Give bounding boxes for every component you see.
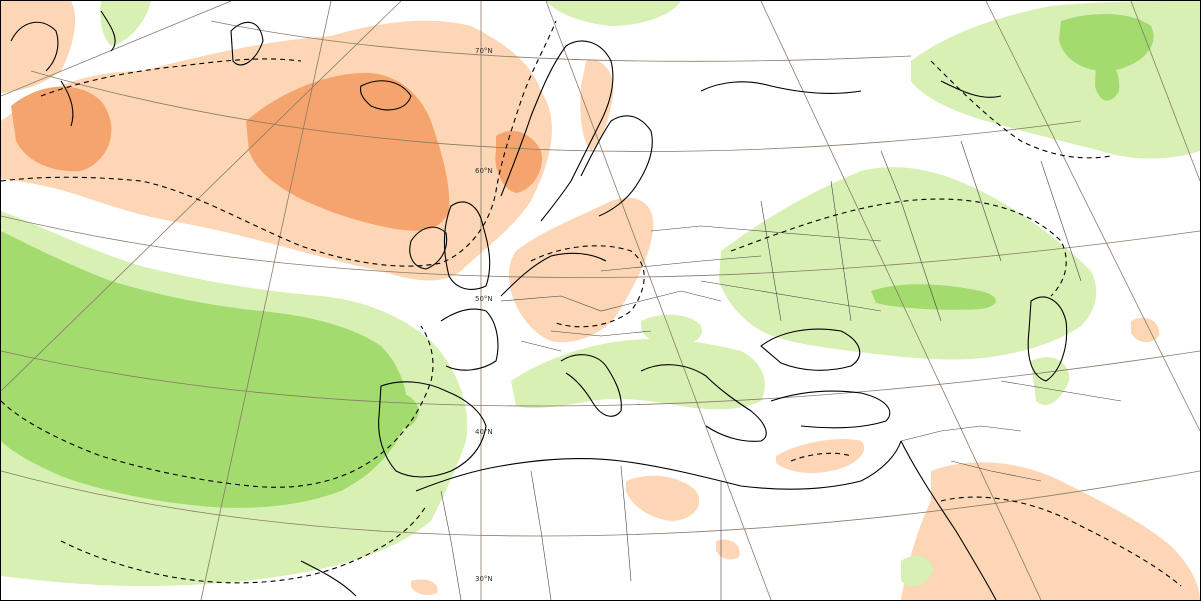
lat-label-70: 70°N	[475, 47, 493, 55]
border-middle-east	[900, 380, 1122, 482]
wet-area-alps	[641, 314, 702, 346]
contour-europe-wet	[730, 198, 1067, 297]
warm-core-west	[11, 86, 112, 172]
border-europe-east	[650, 180, 882, 322]
border-north-africa	[440, 465, 722, 600]
longitude-line-5	[545, 1, 772, 600]
latitude-line-60	[30, 70, 1082, 152]
contour-atlantic-wet	[1, 325, 434, 488]
coast-iceland	[359, 80, 412, 111]
latitude-line-30	[1, 470, 1200, 537]
warm-anomaly-strong	[11, 72, 542, 231]
warm-area-central-europe	[508, 197, 654, 343]
latitude-line-40	[1, 350, 1200, 407]
coast-italy	[560, 354, 622, 417]
border-europe-west	[500, 255, 762, 352]
longitude-line-2	[1, 1, 402, 392]
country-borders	[440, 140, 1122, 600]
warm-area-north-africa	[626, 475, 700, 521]
contour-north-atlantic	[1, 20, 557, 267]
lat-label-40: 40°N	[475, 428, 493, 436]
coast-greenland	[10, 10, 116, 127]
wet-core-russia	[1059, 14, 1154, 72]
coast-west-africa	[300, 560, 357, 597]
latitude-labels: 70°N 60°N 50°N 40°N 30°N	[475, 47, 493, 583]
coast-continental-west	[440, 252, 607, 371]
wet-area-caspian	[1031, 357, 1070, 405]
wet-area-russia-north	[911, 1, 1200, 159]
lat-label-30: 30°N	[475, 575, 493, 583]
wet-area-mediterranean	[511, 339, 765, 410]
latitude-line-70	[210, 20, 912, 62]
warm-area-south	[411, 579, 438, 596]
coast-north-africa	[415, 440, 902, 492]
contour-arabia	[940, 496, 1182, 587]
wet-anomaly-strong	[1, 14, 1154, 508]
contour-central-europe	[530, 245, 645, 328]
wet-area-greenland	[100, 1, 151, 46]
coast-britain	[443, 201, 491, 290]
coast-norway	[500, 40, 614, 222]
contour-russia	[930, 60, 1112, 159]
coast-iberia	[378, 381, 487, 478]
contour-egypt	[790, 452, 852, 462]
longitude-line-6	[760, 1, 1042, 600]
longitude-line-3	[200, 1, 332, 600]
coast-red-sea	[900, 440, 997, 600]
anomaly-contours	[1, 20, 1182, 587]
warm-area-iran	[1131, 317, 1160, 343]
warm-area-africa-small	[716, 539, 740, 560]
warm-area-scandinavia	[580, 60, 614, 151]
coast-black-sea	[760, 328, 861, 371]
longitude-line-7	[985, 1, 1200, 432]
warm-area-greenland-west	[1, 1, 76, 93]
contour-greenland-sea	[40, 58, 302, 97]
wet-core-atlantic	[1, 231, 408, 508]
coast-ireland	[409, 226, 448, 270]
wet-area-scandinavia-north	[546, 1, 681, 26]
coast-caspian	[1027, 296, 1068, 382]
lat-label-50: 50°N	[475, 295, 493, 303]
contour-atlantic-south	[60, 505, 427, 584]
warm-core-north-atlantic	[246, 72, 450, 231]
warm-area-egypt	[776, 439, 865, 474]
latitude-line-50	[1, 215, 1200, 278]
longitude-line-8	[1130, 1, 1200, 182]
warm-area-arabia	[901, 462, 1200, 600]
coast-jan-mayen	[230, 21, 264, 66]
coast-turkey	[770, 390, 891, 429]
coast-arctic-russia	[700, 80, 1002, 98]
coast-sweden-finland	[580, 115, 653, 217]
wet-core-russia-east	[1095, 60, 1120, 101]
longitude-line-1	[1, 1, 232, 97]
coastlines	[10, 10, 1068, 600]
lat-label-60: 60°N	[475, 167, 493, 175]
coast-balkans-greece	[640, 364, 767, 442]
wet-area-middle-east	[901, 555, 933, 587]
border-russia	[880, 140, 1082, 322]
